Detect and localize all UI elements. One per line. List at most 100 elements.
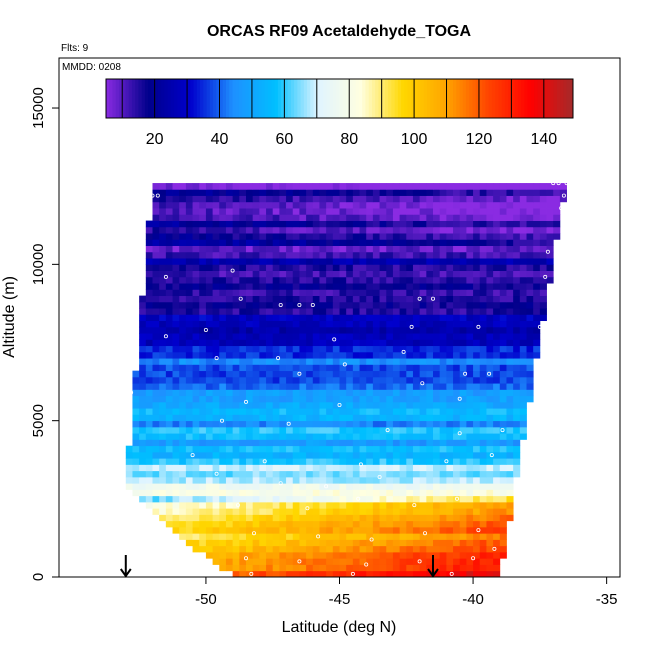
heatmap-cell [479,283,487,290]
heatmap-cell [439,558,447,565]
heatmap-cell [433,326,441,334]
heatmap-cell [399,570,407,578]
heatmap-cell [433,351,441,359]
heatmap-cell [493,351,501,359]
heatmap-cell [312,339,320,347]
heatmap-cell [332,326,340,334]
heatmap-cell [533,214,541,221]
heatmap-cell [159,439,167,447]
heatmap-cell [165,514,173,522]
heatmap-cell [205,451,214,459]
heatmap-cell [453,239,461,246]
heatmap-cell [459,476,467,484]
heatmap-cell [473,395,481,403]
colorbar-segment [154,79,159,118]
heatmap-cell [412,451,421,459]
heatmap-cell [319,351,327,359]
heatmap-cell [453,364,461,372]
heatmap-cell [426,308,434,315]
heatmap-cell [379,201,387,209]
heatmap-cell [412,570,421,578]
heatmap-cell [453,233,461,240]
y-tick-label: 10000 [30,243,47,285]
colorbar-segment [566,79,571,118]
heatmap-cell [246,414,254,422]
heatmap-cell [399,201,407,209]
heatmap-cell [286,539,294,547]
heatmap-cell [205,345,214,353]
heatmap-cell [473,401,481,409]
heatmap-cell [159,333,167,340]
heatmap-cell [319,426,327,434]
heatmap-cell [239,420,247,428]
heatmap-cell [359,420,367,428]
heatmap-cell [479,345,487,353]
heatmap-cell [479,258,487,265]
heatmap-cell [152,214,160,221]
heatmap-cell [212,326,220,334]
heatmap-cell [453,445,461,453]
heatmap-cell [479,339,487,347]
heatmap-cell [292,245,300,253]
heatmap-cell [139,483,147,490]
heatmap-cell [526,183,534,190]
heatmap-cell [205,220,214,228]
heatmap-cell [312,239,320,246]
heatmap-cell [453,276,461,284]
heatmap-cell [386,339,394,347]
chart-title: ORCAS RF09 Acetaldehyde_TOGA [207,23,472,40]
heatmap-cell [419,376,427,384]
heatmap-cell [292,251,300,259]
heatmap-cell [199,233,207,240]
heatmap-cell [172,308,180,315]
heatmap-cell [513,389,521,397]
heatmap-cell [286,401,294,409]
heatmap-cell [412,408,421,415]
heatmap-cell [506,239,514,246]
heatmap-cell [479,233,487,240]
heatmap-cell [312,320,320,328]
heatmap-cell [319,408,327,415]
heatmap-cell [306,533,314,540]
heatmap-cell [439,276,447,284]
heatmap-cell [326,376,334,384]
heatmap-cell [406,214,414,221]
heatmap-cell [419,389,427,397]
heatmap-cell [199,389,207,397]
heatmap-cell [292,358,300,365]
heatmap-cell [299,276,307,284]
heatmap-cell [219,520,227,528]
heatmap-cell [426,570,434,578]
heatmap-cell [372,345,380,353]
heatmap-cell [346,214,354,221]
heatmap-cell [165,201,173,209]
heatmap-cell [366,233,374,240]
heatmap-cell [406,383,414,390]
heatmap-cell [272,514,280,522]
heatmap-cell [232,514,240,522]
heatmap-cell [459,483,467,490]
heatmap-cell [339,295,347,303]
heatmap-cell [192,495,200,503]
heatmap-cell [499,514,507,522]
heatmap-cell [326,383,334,390]
heatmap-cell [359,551,367,559]
heatmap-cell [506,289,514,297]
heatmap-cell [332,514,340,522]
heatmap-cell [466,201,474,209]
heatmap-cell [219,508,227,515]
heatmap-cell [212,258,220,265]
heatmap-cell [453,333,461,340]
heatmap-cell [426,551,434,559]
heatmap-cell [392,501,401,509]
sample-point [471,556,476,561]
heatmap-cell [466,570,474,578]
heatmap-cell [386,526,394,534]
colorbar-segment [242,79,246,118]
heatmap-cell [473,326,481,334]
heatmap-cell [219,414,227,422]
heatmap-cell [439,208,447,215]
heatmap-cell [379,495,387,503]
heatmap-cell [392,570,401,578]
heatmap-cell [506,245,514,253]
